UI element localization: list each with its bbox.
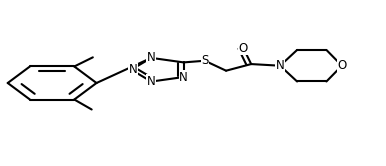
Text: S: S xyxy=(201,54,208,67)
Text: N: N xyxy=(179,71,188,83)
Text: N: N xyxy=(147,75,156,88)
Text: N: N xyxy=(129,63,137,76)
Text: O: O xyxy=(337,59,347,72)
Text: O: O xyxy=(239,42,248,55)
Text: N: N xyxy=(276,59,284,72)
Text: N: N xyxy=(147,51,156,64)
